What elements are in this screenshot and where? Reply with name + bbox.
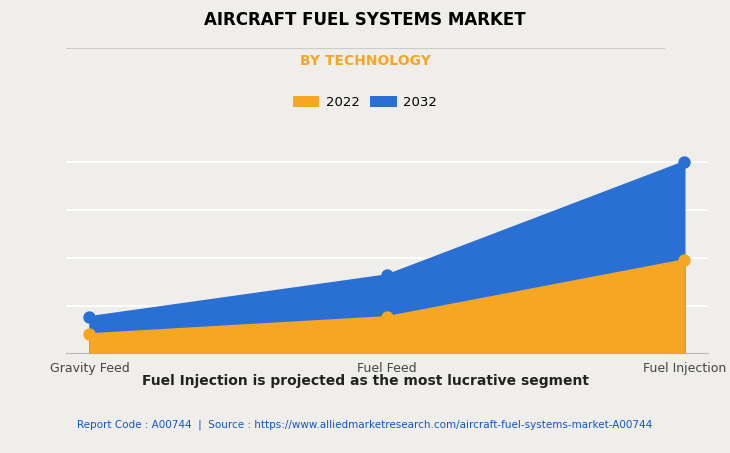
Text: AIRCRAFT FUEL SYSTEMS MARKET: AIRCRAFT FUEL SYSTEMS MARKET — [204, 11, 526, 29]
Point — [678, 159, 690, 166]
Text: Report Code : A00744  |  Source : https://www.alliedmarketresearch.com/aircraft-: Report Code : A00744 | Source : https://… — [77, 419, 653, 429]
Text: Fuel Injection is projected as the most lucrative segment: Fuel Injection is projected as the most … — [142, 374, 588, 388]
Legend: 2022, 2032: 2022, 2032 — [288, 91, 442, 114]
Point — [678, 256, 690, 264]
Text: BY TECHNOLOGY: BY TECHNOLOGY — [299, 54, 431, 68]
Point — [381, 313, 393, 321]
Point — [84, 313, 96, 321]
Point — [84, 331, 96, 338]
Point — [381, 272, 393, 279]
